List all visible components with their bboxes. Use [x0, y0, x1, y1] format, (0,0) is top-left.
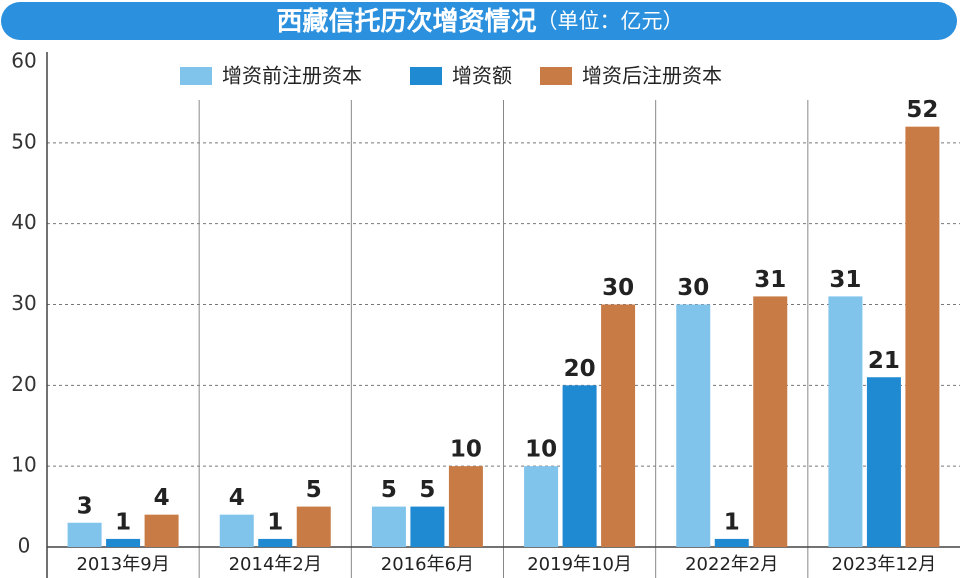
title-banner: [1, 2, 957, 40]
data-label: 5: [419, 477, 435, 503]
chart-subtitle: （单位：亿元）: [537, 9, 684, 33]
x-tick-label: 2023年12月: [832, 554, 937, 575]
legend-swatch: [410, 67, 442, 85]
y-tick-label: 20: [11, 372, 36, 396]
legend-swatch: [540, 67, 572, 85]
data-label: 21: [868, 348, 900, 374]
data-label: 5: [381, 477, 397, 503]
bar: [410, 506, 445, 547]
bar: [258, 538, 293, 547]
x-tick-label: 2013年9月: [76, 554, 169, 575]
data-label: 10: [525, 437, 557, 463]
x-tick-label: 2014年2月: [229, 554, 322, 575]
data-label: 1: [267, 509, 283, 535]
chart-title-group: 西藏信托历次增资情况（单位：亿元）: [276, 6, 683, 37]
data-label: 10: [450, 437, 482, 463]
bar: [562, 385, 597, 547]
bar: [219, 514, 254, 547]
x-tick-label: 2016年6月: [381, 554, 474, 575]
bar: [144, 514, 179, 547]
data-label: 30: [677, 275, 709, 301]
data-label: 20: [564, 356, 596, 382]
y-tick-label: 10: [11, 453, 36, 477]
legend-label: 增资额: [452, 64, 512, 88]
bar: [448, 466, 483, 547]
bar: [905, 126, 940, 548]
bar: [714, 538, 749, 547]
bar: [67, 522, 102, 547]
legend-label: 增资后注册资本: [582, 64, 722, 88]
bar: [106, 538, 141, 547]
data-label: 3: [77, 493, 93, 519]
y-tick-label: 0: [18, 534, 31, 558]
bar: [676, 304, 711, 547]
y-tick-label: 40: [11, 210, 36, 234]
bar: [524, 466, 559, 547]
bar: [371, 506, 406, 547]
data-label: 1: [115, 509, 131, 535]
bar: [753, 296, 788, 547]
y-tick-label: 30: [11, 291, 36, 315]
data-label: 4: [154, 485, 170, 511]
data-label: 1: [724, 509, 740, 535]
y-tick-label: 60: [11, 49, 36, 73]
legend-swatch: [180, 67, 212, 85]
y-tick-label: 50: [11, 129, 36, 153]
bar: [601, 304, 636, 547]
data-label: 31: [829, 267, 861, 293]
x-tick-label: 2022年2月: [685, 554, 778, 575]
data-label: 30: [602, 275, 634, 301]
bar: [296, 506, 331, 547]
x-tick-label: 2019年10月: [527, 554, 632, 575]
data-label: 4: [229, 485, 245, 511]
legend-label: 增资前注册资本: [222, 64, 362, 88]
data-label: 52: [906, 97, 938, 123]
bar: [828, 296, 863, 547]
bar: [866, 377, 901, 547]
chart-title: 西藏信托历次增资情况: [276, 6, 536, 37]
data-label: 31: [754, 267, 786, 293]
data-label: 5: [306, 477, 322, 503]
